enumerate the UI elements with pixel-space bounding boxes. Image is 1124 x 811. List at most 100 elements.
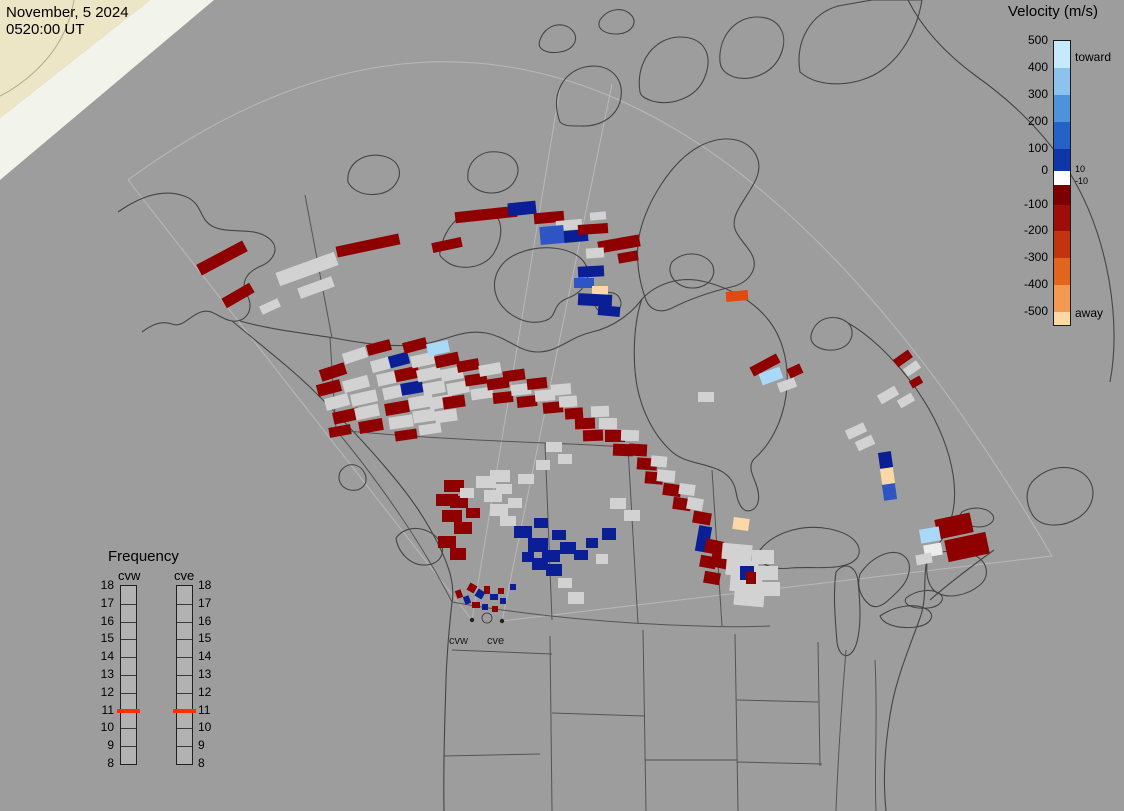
colorbar-segment: [1054, 149, 1070, 171]
frequency-bar: [117, 585, 140, 765]
velocity-cell: [498, 588, 504, 594]
frequency-column-label: cvw: [118, 568, 141, 583]
frequency-tick-label: 8: [198, 756, 205, 770]
frequency-tick-label: 15: [198, 631, 212, 646]
coastline-path: [633, 279, 788, 512]
coastline-path: [598, 9, 635, 35]
frequency-tick-line: [121, 604, 136, 605]
velocity-cell: [490, 470, 510, 482]
border-line: [335, 429, 453, 603]
frequency-tick-line: [121, 693, 136, 694]
fov-edge-mid1: [471, 87, 561, 621]
frequency-highlight-line: [117, 709, 140, 713]
frequency-tick-line: [121, 728, 136, 729]
velocity-cell: [605, 430, 625, 442]
coastline-path: [669, 253, 715, 289]
coastline-path: [347, 154, 400, 196]
border-line: [736, 699, 819, 703]
frequency-tick-line: [121, 622, 136, 623]
frequency-tick-line: [121, 657, 136, 658]
frequency-tick-line: [121, 639, 136, 640]
coastline-path: [637, 138, 760, 312]
velocity-cell: [534, 518, 548, 528]
velocity-cell: [746, 572, 756, 584]
frequency-tick-label: 8: [107, 756, 114, 770]
coastline-path: [538, 24, 577, 54]
colorbar-tick-label: 400: [1027, 60, 1048, 74]
coastline-path: [883, 555, 929, 811]
velocity-cell: [510, 584, 516, 590]
coastline-path: [904, 589, 943, 609]
frequency-tick-label: 14: [100, 649, 114, 664]
colorbar-segment: [1054, 285, 1070, 312]
border-line: [544, 442, 553, 621]
frequency-tick-line: [177, 639, 192, 640]
coastline-path: [231, 320, 454, 811]
time-label: 0520:00 UT: [6, 21, 85, 38]
frequency-tick-line: [121, 746, 136, 747]
velocity-cell: [454, 522, 472, 534]
frequency-tick-line: [177, 675, 192, 676]
coastline-path: [494, 247, 589, 323]
frequency-tick-line: [177, 622, 192, 623]
velocity-cell: [496, 484, 512, 494]
frequency-column-label: cve: [174, 568, 195, 583]
frequency-tick-line: [177, 604, 192, 605]
colorbar-tick-label: -300: [1023, 250, 1048, 264]
velocity-cell: [602, 528, 616, 540]
frequency-tick-label: 17: [198, 595, 212, 610]
velocity-cell: [490, 594, 498, 600]
frequency-tick-label: 11: [101, 702, 114, 717]
radar-site-dot-cve: [499, 618, 505, 624]
zero-minus-label: -10: [1075, 176, 1089, 186]
velocity-cell: [528, 538, 548, 552]
coastline-path: [1026, 466, 1094, 526]
coastline-path: [719, 16, 785, 79]
velocity-cell: [532, 558, 548, 570]
frequency-tick-line: [121, 675, 136, 676]
frequency-tick-line: [177, 693, 192, 694]
border-line: [335, 429, 629, 448]
velocity-cell: [492, 606, 498, 612]
colorbar-tick-label: -100: [1023, 197, 1048, 211]
velocity-cell: [698, 392, 714, 402]
colorbar-segment: [1054, 185, 1070, 205]
borders: [304, 194, 877, 811]
colorbar-tick-label: 0: [1041, 163, 1048, 177]
velocity-cell: [546, 442, 562, 452]
coastline-path: [879, 605, 933, 629]
timestamp-block: November, 5 2024 0520:00 UT: [6, 4, 129, 38]
frequency-tick-label: 18: [100, 578, 114, 592]
date-label: November, 5 2024: [6, 4, 129, 21]
frequency-tick-line: [177, 746, 192, 747]
coastline-path: [755, 526, 860, 570]
velocity-cell: [442, 510, 462, 522]
border-line: [451, 601, 771, 628]
radar-sites: [469, 612, 505, 624]
velocity-cell: [756, 566, 778, 580]
coastline-path: [338, 464, 367, 491]
frequency-tick-label: 15: [100, 631, 114, 646]
colorbar-segment: [1054, 231, 1070, 258]
colorbar-segment: [1054, 171, 1070, 185]
frequency-tick-line: [177, 657, 192, 658]
radar-label-cve: cve: [487, 635, 505, 647]
coastline-path: [798, 0, 923, 85]
coastline-path: [858, 551, 910, 608]
coastline-path: [117, 192, 276, 333]
coastline-path: [833, 565, 861, 657]
frequency-tick-label: 12: [198, 684, 212, 699]
colorbar-segment: [1054, 95, 1070, 122]
away-label: away: [1075, 306, 1104, 320]
velocity-cell: [482, 604, 488, 610]
frequency-legend-title: Frequency: [108, 548, 179, 565]
velocity-cell: [460, 488, 474, 498]
velocity-cell: [596, 554, 608, 564]
velocity-cell: [610, 498, 626, 509]
colorbar-tick-label: -500: [1023, 304, 1048, 318]
frequency-tick-label: 9: [198, 738, 205, 753]
velocity-cell: [760, 582, 780, 596]
